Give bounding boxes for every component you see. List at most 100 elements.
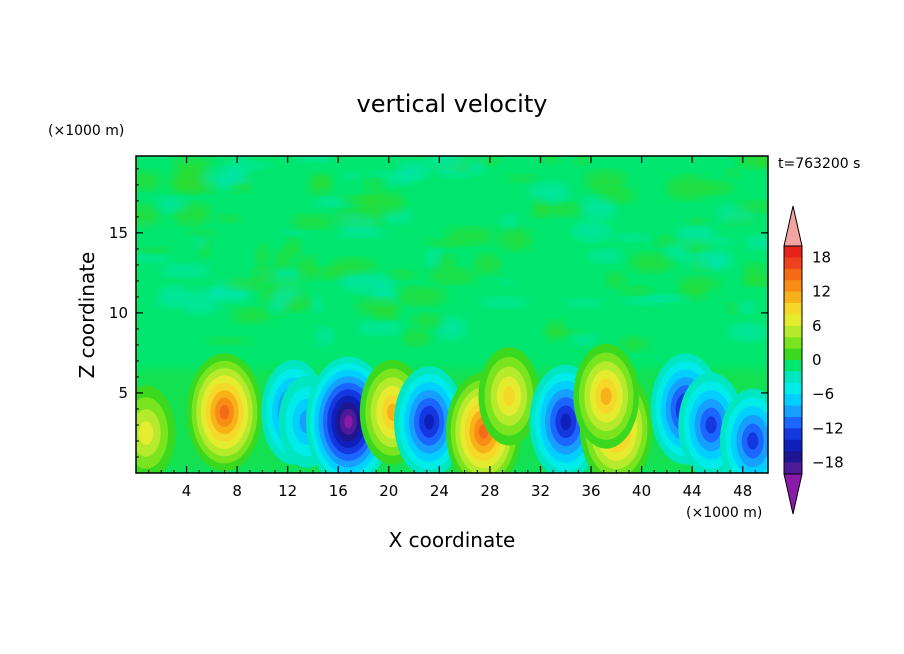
texture-patch bbox=[480, 297, 529, 308]
texture-patch bbox=[529, 182, 571, 204]
y-tick-label: 5 bbox=[118, 384, 128, 402]
texture-patch bbox=[411, 313, 443, 328]
velocity-features bbox=[136, 343, 768, 473]
colorbar-box bbox=[784, 280, 802, 292]
texture-patch bbox=[341, 172, 361, 180]
texture-patch bbox=[193, 235, 209, 249]
texture-patch bbox=[160, 264, 211, 278]
texture-patch bbox=[622, 297, 663, 305]
texture-patch bbox=[705, 237, 736, 246]
colorbar-frame bbox=[783, 245, 803, 475]
x-axis: 4 8 12 16 20 24 28 32 36 40 44 48 bbox=[148, 156, 756, 500]
x-tick-label: 12 bbox=[278, 482, 297, 500]
x-axis-label: X coordinate bbox=[389, 528, 516, 552]
velocity-cell bbox=[136, 385, 176, 473]
x-tick-label: 44 bbox=[683, 482, 702, 500]
texture-patch bbox=[506, 174, 538, 183]
x-unit-label: (×1000 m) bbox=[686, 505, 762, 521]
x-tick-label: 16 bbox=[329, 482, 348, 500]
colorbar-tick-label: −12 bbox=[812, 419, 844, 437]
texture-patch bbox=[675, 224, 717, 246]
texture-patch bbox=[587, 249, 624, 263]
x-tick-label: 8 bbox=[232, 482, 242, 500]
texture-patch bbox=[678, 276, 720, 291]
texture-patch bbox=[611, 233, 655, 242]
colorbar-box bbox=[784, 360, 802, 372]
texture-patch bbox=[605, 272, 627, 288]
colorbar-tick-label: 18 bbox=[812, 248, 831, 266]
texture-patch bbox=[356, 321, 404, 335]
velocity-cell bbox=[446, 372, 522, 473]
texture-patch bbox=[339, 269, 382, 293]
texture-patch bbox=[217, 178, 257, 185]
texture-patch bbox=[468, 158, 487, 174]
plot-area bbox=[136, 156, 768, 473]
texture-patch bbox=[294, 156, 336, 162]
texture-patch bbox=[724, 168, 740, 178]
texture-patch bbox=[195, 288, 246, 299]
x-tick-label: 48 bbox=[733, 482, 752, 500]
texture-patch bbox=[396, 286, 446, 306]
texture-patch bbox=[337, 227, 385, 238]
x-tick-label: 40 bbox=[632, 482, 651, 500]
texture-patch bbox=[654, 236, 678, 247]
texture-patch bbox=[387, 269, 418, 279]
colorbar-box bbox=[784, 303, 802, 315]
texture-patch bbox=[402, 329, 432, 346]
velocity-cell bbox=[573, 343, 639, 449]
contour-band bbox=[560, 413, 571, 430]
colorbar-tick-label: 12 bbox=[812, 283, 831, 301]
texture-patch bbox=[136, 204, 160, 228]
contour-band bbox=[138, 421, 154, 445]
texture-patch bbox=[542, 329, 585, 336]
texture-patch bbox=[426, 248, 442, 268]
texture-patch bbox=[618, 337, 649, 352]
contour-band bbox=[219, 404, 230, 420]
colorbar-box bbox=[784, 439, 802, 452]
texture-patch bbox=[356, 298, 401, 315]
colorbar: 18 12 6 0 −6 −12 −18 bbox=[783, 205, 844, 515]
texture-patch bbox=[584, 170, 627, 192]
texture-patch bbox=[428, 156, 469, 171]
texture-patch bbox=[571, 332, 597, 345]
texture-patch bbox=[571, 222, 613, 241]
texture-patch bbox=[617, 286, 654, 295]
colorbar-tick-label: 6 bbox=[812, 317, 822, 335]
texture-patch bbox=[364, 179, 386, 190]
colorbar-box bbox=[784, 314, 802, 327]
velocity-cell bbox=[186, 353, 263, 472]
y-tick-label: 15 bbox=[109, 224, 128, 242]
texture-patch bbox=[501, 214, 517, 229]
texture-patch bbox=[727, 323, 768, 341]
texture-patch bbox=[308, 176, 333, 195]
y-tick-label: 10 bbox=[109, 304, 128, 322]
colorbar-box bbox=[784, 371, 802, 384]
texture-patch bbox=[291, 214, 333, 230]
x-tick-label: 28 bbox=[480, 482, 499, 500]
texture-patch bbox=[574, 156, 592, 165]
texture-patch bbox=[579, 196, 618, 221]
texture-patch bbox=[425, 239, 463, 248]
texture-patch bbox=[736, 156, 768, 169]
colorbar-box bbox=[784, 394, 802, 406]
texture-patch bbox=[365, 170, 388, 177]
texture-patch bbox=[534, 202, 587, 217]
texture-patch bbox=[137, 247, 172, 254]
time-label: t=763200 s bbox=[778, 156, 860, 172]
texture-patch bbox=[336, 213, 381, 231]
contour-band bbox=[705, 416, 717, 434]
x-tick-label: 20 bbox=[379, 482, 398, 500]
colorbar-tick-label: −18 bbox=[812, 454, 844, 472]
texture-patch bbox=[273, 282, 302, 304]
texture-patch bbox=[315, 327, 334, 346]
colorbar-box bbox=[784, 451, 802, 463]
texture-patch bbox=[184, 293, 213, 315]
velocity-cell bbox=[720, 388, 768, 473]
x-tick-label: 32 bbox=[531, 482, 550, 500]
texture-patch bbox=[256, 244, 269, 268]
texture-patch bbox=[473, 253, 502, 275]
texture-patch bbox=[628, 252, 674, 273]
texture-patch bbox=[744, 235, 768, 250]
colorbar-box bbox=[784, 246, 802, 258]
texture-patch bbox=[313, 197, 349, 208]
